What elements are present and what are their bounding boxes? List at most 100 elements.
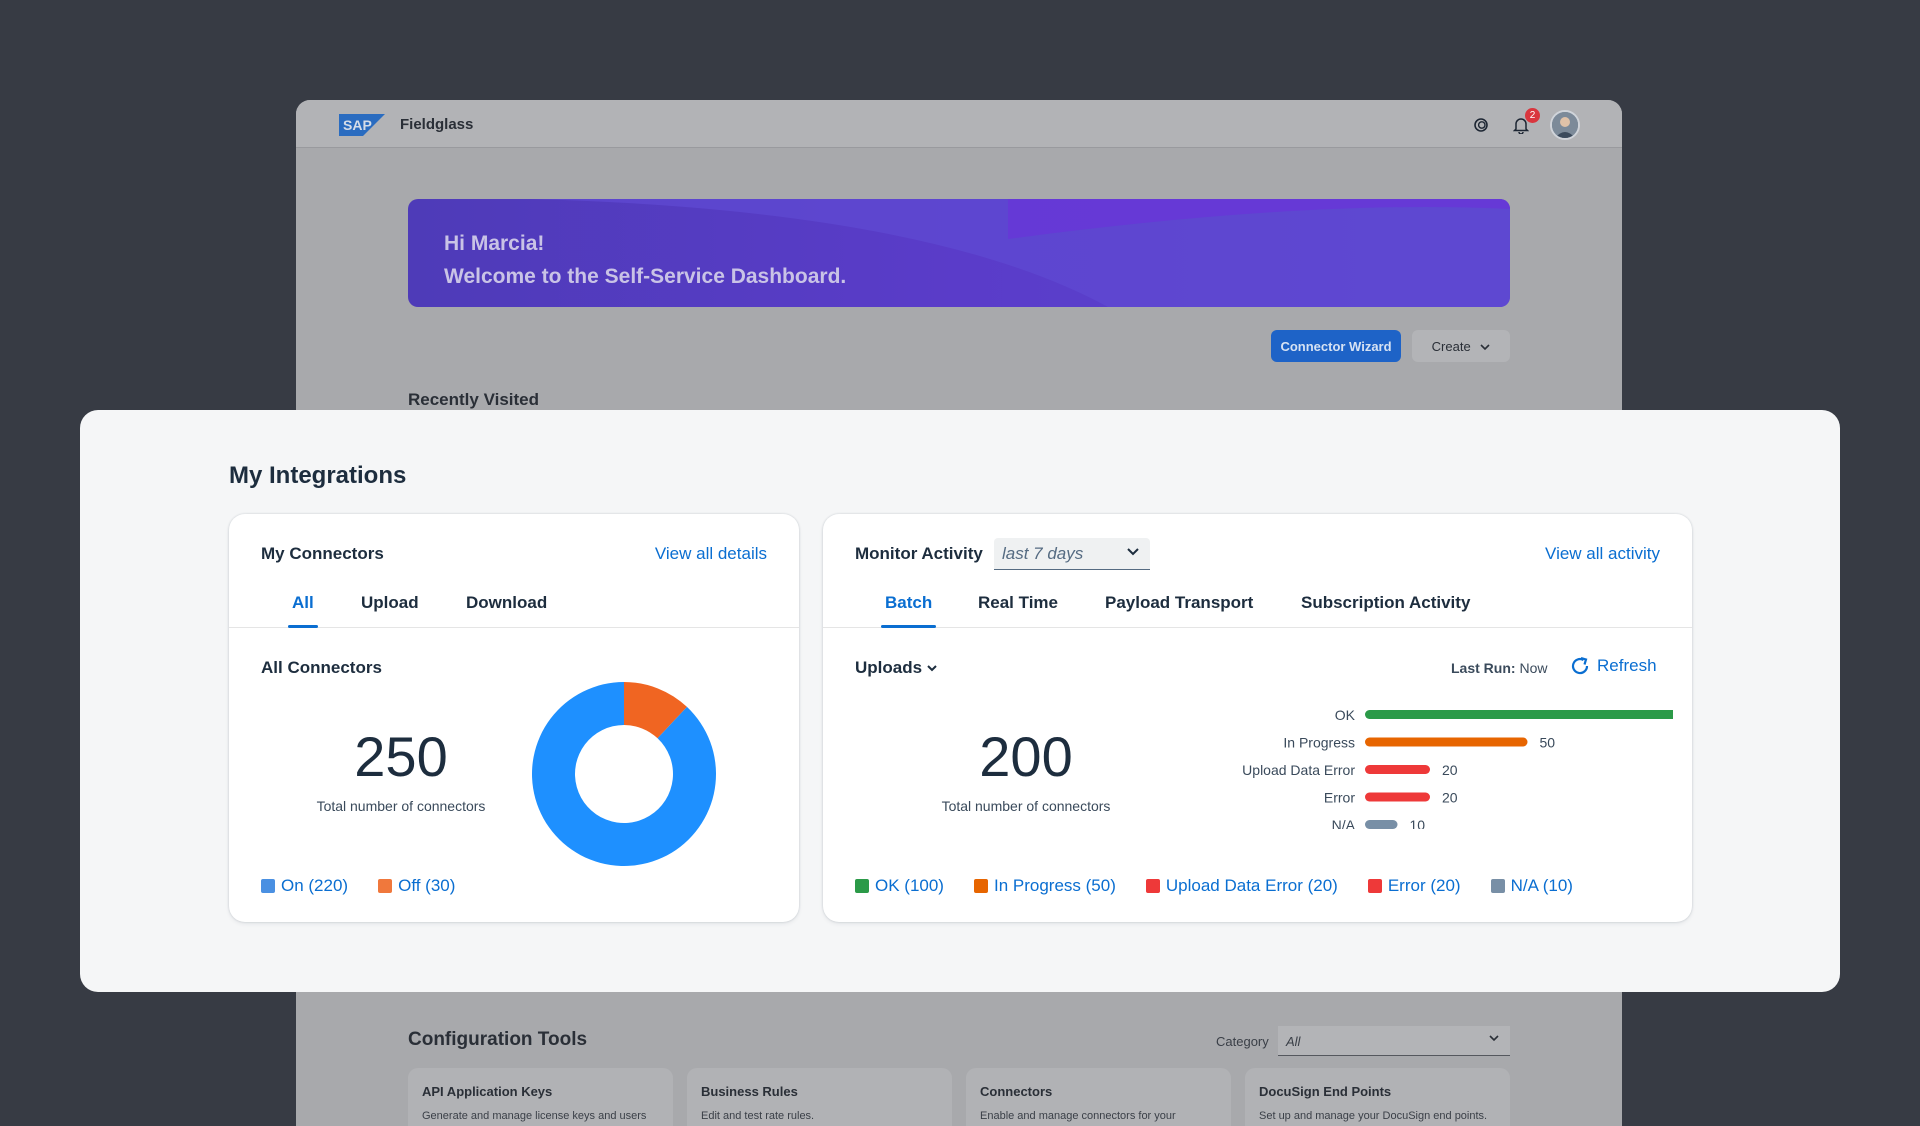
refresh-icon — [1571, 656, 1589, 675]
bar-category-label: Error — [1324, 790, 1355, 806]
tool-card-docusign[interactable]: DocuSign End Points Set up and manage yo… — [1245, 1068, 1510, 1126]
tool-card-business-rules[interactable]: Business Rules Edit and test rate rules. — [687, 1068, 952, 1126]
total-activity-caption: Total number of connectors — [941, 798, 1111, 814]
bar-n-a[interactable] — [1365, 820, 1398, 829]
tool-card-api-keys[interactable]: API Application Keys Generate and manage… — [408, 1068, 673, 1126]
activity-tabs: Batch Real Time Payload Transport Subscr… — [823, 588, 1692, 628]
legend-item-na[interactable]: N/A (10) — [1490, 876, 1573, 896]
chevron-down-icon — [1480, 343, 1490, 350]
category-label: Category — [1216, 1034, 1269, 1049]
welcome-banner: Hi Marcia! Welcome to the Self-Service D… — [408, 199, 1510, 307]
banner-wave-decoration — [528, 199, 1510, 307]
view-all-details-link[interactable]: View all details — [654, 544, 767, 563]
my-connectors-card: My Connectors View all details All Uploa… — [229, 514, 799, 922]
bar-value-label: 50 — [1540, 735, 1556, 751]
bar-value-label: 20 — [1442, 762, 1458, 778]
tab-download[interactable]: Download — [466, 593, 548, 612]
tab-upload[interactable]: Upload — [361, 593, 419, 612]
legend-item-on[interactable]: On (220) — [261, 876, 348, 896]
refresh-button[interactable]: Refresh — [1569, 655, 1657, 677]
tool-card-desc: Generate and manage license keys and use… — [422, 1110, 647, 1122]
notification-bell-icon[interactable]: 2 — [1510, 108, 1540, 136]
tab-payload-transport[interactable]: Payload Transport — [1105, 593, 1254, 612]
tab-all[interactable]: All — [288, 593, 318, 628]
last-run-status: Last Run: Now — [1451, 660, 1547, 676]
bar-ok[interactable] — [1365, 710, 1673, 719]
legend-label: N/A (10) — [1510, 876, 1573, 895]
card-title: Monitor Activity — [855, 544, 983, 563]
configuration-tools-heading: Configuration Tools — [408, 1029, 588, 1050]
bar-upload-data-error[interactable] — [1365, 765, 1430, 774]
monitor-activity-card: Monitor Activity last 7 days View all ac… — [823, 514, 1692, 922]
legend-label: Error (20) — [1387, 876, 1461, 895]
tool-cards: API Application Keys Generate and manage… — [408, 1068, 1510, 1126]
bar-error[interactable] — [1365, 792, 1430, 802]
legend-swatch — [973, 879, 988, 893]
category-value: All — [1286, 1034, 1301, 1049]
connector-tabs: All Upload Download — [229, 588, 799, 628]
tool-card-title: DocuSign End Points — [1259, 1084, 1392, 1099]
tab-subscription-activity[interactable]: Subscription Activity — [1301, 593, 1471, 612]
tab-real-time[interactable]: Real Time — [978, 593, 1059, 612]
create-button[interactable]: Create — [1412, 330, 1510, 362]
bar-value-label: 10 — [1410, 817, 1426, 829]
svg-text:SAP: SAP — [343, 117, 372, 133]
my-integrations-panel: My Integrations My Connectors View all d… — [80, 410, 1840, 992]
bar-category-label: Upload Data Error — [1242, 762, 1355, 778]
bar-category-label: N/A — [1332, 817, 1356, 829]
bar-in-progress[interactable] — [1365, 737, 1528, 747]
category-select[interactable]: All — [1278, 1026, 1510, 1056]
refresh-label: Refresh — [1597, 656, 1657, 675]
tab-batch[interactable]: Batch — [880, 593, 937, 628]
legend-swatch — [378, 879, 393, 893]
total-connectors-caption: Total number of connectors — [316, 798, 486, 814]
bar-category-label: In Progress — [1283, 735, 1355, 751]
welcome-text: Welcome to the Self-Service Dashboard. — [444, 265, 847, 288]
notification-badge: 2 — [1525, 108, 1540, 123]
legend-label: In Progress (50) — [993, 876, 1116, 895]
copilot-icon[interactable] — [1470, 114, 1492, 136]
tool-card-title: Business Rules — [701, 1084, 798, 1099]
legend-item-error[interactable]: Error (20) — [1367, 876, 1461, 896]
chevron-down-icon — [927, 665, 937, 672]
legend-label: Off (30) — [398, 876, 456, 895]
panel-title: My Integrations — [229, 462, 407, 489]
donut-slice-on[interactable] — [532, 682, 716, 866]
tool-card-title: Connectors — [980, 1084, 1053, 1099]
tool-card-desc: Edit and test rate rules. — [701, 1110, 815, 1122]
tool-card-desc: Enable and manage connectors for your — [980, 1110, 1176, 1122]
last-run-value: Now — [1519, 660, 1548, 676]
bar-category-label: OK — [1335, 707, 1356, 723]
bar-value-label: 20 — [1442, 790, 1458, 806]
total-activity-value: 200 — [979, 725, 1073, 788]
all-connectors-heading: All Connectors — [261, 658, 382, 677]
sap-logo[interactable]: SAP — [339, 114, 385, 136]
legend-swatch — [1367, 879, 1382, 893]
last-run-label: Last Run: — [1451, 660, 1516, 676]
recently-visited-heading: Recently Visited — [408, 390, 540, 409]
total-connectors-value: 250 — [354, 725, 448, 788]
legend-item-in-progress[interactable]: In Progress (50) — [973, 876, 1116, 896]
legend-item-upload-data-error[interactable]: Upload Data Error (20) — [1145, 876, 1338, 896]
legend-item-ok[interactable]: OK (100) — [855, 876, 944, 896]
tool-card-connectors[interactable]: Connectors Enable and manage connectors … — [966, 1068, 1231, 1126]
period-value: last 7 days — [1002, 544, 1084, 563]
tool-card-title: API Application Keys — [422, 1084, 553, 1099]
donut-slice-off[interactable] — [624, 682, 687, 739]
connectors-donut-chart[interactable] — [529, 679, 719, 869]
connector-wizard-button[interactable]: Connector Wizard — [1271, 330, 1401, 362]
connectors-legend: On (220) Off (30) — [261, 876, 455, 896]
view-all-activity-link[interactable]: View all activity — [1545, 544, 1660, 563]
user-avatar[interactable] — [1550, 110, 1580, 140]
chevron-down-icon — [1489, 1035, 1499, 1042]
uploads-label: Uploads — [855, 658, 923, 677]
legend-label: OK (100) — [875, 876, 944, 895]
tool-card-desc: Set up and manage your DocuSign end poin… — [1259, 1110, 1488, 1122]
period-select[interactable]: last 7 days — [994, 538, 1150, 570]
legend-swatch — [1490, 879, 1505, 893]
legend-swatch — [1145, 879, 1160, 893]
legend-label: On (220) — [281, 876, 349, 895]
uploads-dropdown[interactable]: Uploads — [855, 658, 938, 678]
legend-item-off[interactable]: Off (30) — [378, 876, 455, 896]
